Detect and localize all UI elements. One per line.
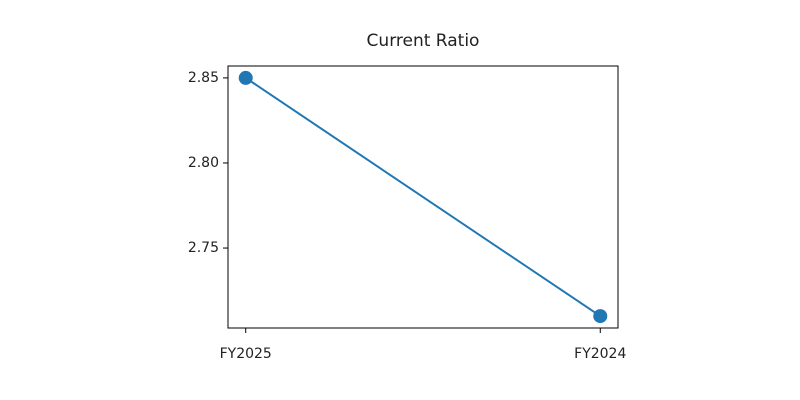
point: [238, 70, 253, 85]
line: [245, 77, 601, 317]
chart-title: Current Ratio: [367, 31, 480, 51]
y-tick-label: 2.75: [188, 240, 219, 256]
x-tick-label: FY2024: [574, 346, 626, 362]
x-tick-label: FY2025: [220, 346, 272, 362]
plot-frame: [227, 65, 619, 329]
y-tick-label: 2.80: [188, 155, 219, 171]
point: [593, 309, 608, 324]
y-tick-label: 2.85: [188, 70, 219, 86]
